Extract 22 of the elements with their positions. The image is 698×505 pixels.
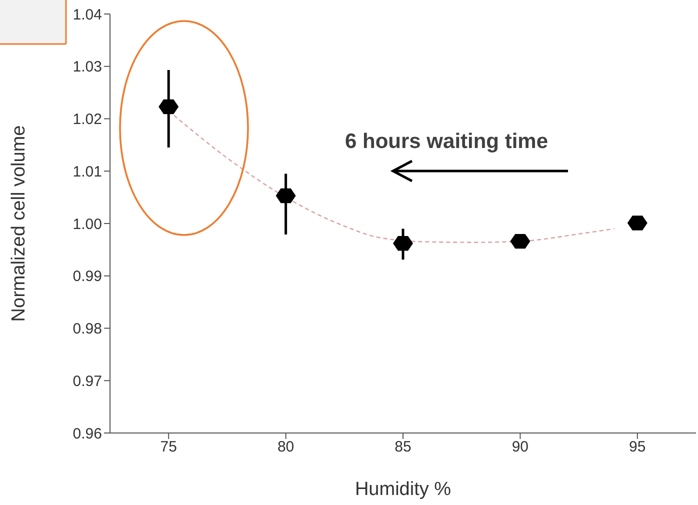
y-tick-label: 1.04 — [72, 6, 102, 24]
point — [276, 188, 296, 204]
point — [158, 99, 179, 114]
point — [393, 236, 413, 251]
y-tick-label: 0.96 — [72, 425, 102, 442]
x-tick-label: 90 — [512, 438, 529, 456]
x-tick-label: 80 — [277, 438, 294, 456]
y-tick-label: 1.03 — [72, 58, 102, 76]
y-tick-label: 0.97 — [72, 372, 102, 390]
y-tick-label: 0.98 — [72, 320, 102, 338]
y-tick-label: 1.00 — [72, 216, 102, 233]
y-tick-label: 1.01 — [72, 163, 102, 180]
x-tick-label: 95 — [629, 438, 646, 456]
point — [627, 216, 648, 230]
annotation: 6 hours waiting time — [345, 130, 548, 154]
y-axis-title: Normalized cell volume — [8, 125, 30, 322]
x-axis-title: Humidity % — [354, 479, 452, 500]
x-tick-label: 85 — [394, 438, 412, 456]
point — [510, 234, 530, 249]
y-tick-label: 0.99 — [72, 268, 102, 286]
y-tick-label: 1.02 — [72, 111, 102, 128]
x-tick-label: 75 — [160, 438, 177, 456]
